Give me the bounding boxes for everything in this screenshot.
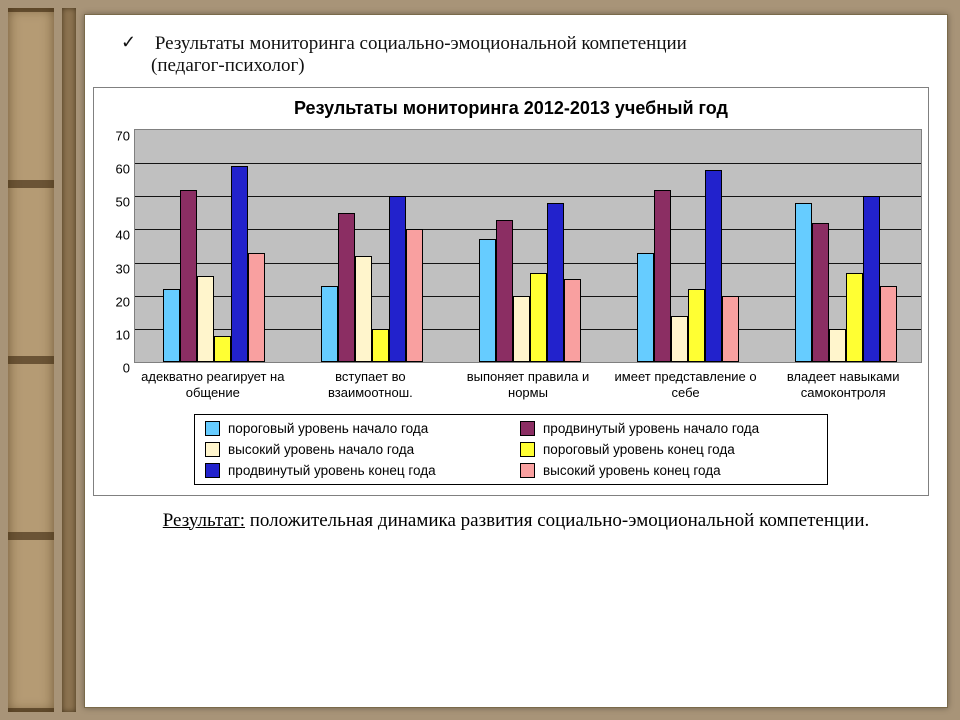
legend-item: продвинутый уровень начало года	[520, 421, 817, 436]
chart-title: Результаты мониторинга 2012-2013 учебный…	[100, 98, 922, 119]
bar	[880, 286, 897, 362]
bar	[688, 289, 705, 362]
bar	[654, 190, 671, 362]
bar	[496, 220, 513, 363]
bar	[547, 203, 564, 362]
bar-group	[451, 130, 609, 362]
y-tick-label: 0	[100, 361, 130, 376]
bar	[406, 229, 423, 362]
y-tick-label: 50	[100, 195, 130, 210]
result-label: Результат:	[163, 510, 245, 531]
x-axis-label: владеет навыками самоконтроля	[764, 363, 922, 402]
bar	[479, 239, 496, 362]
legend-label: пороговый уровень конец года	[543, 442, 735, 457]
y-tick-label: 60	[100, 162, 130, 177]
heading-line-1: Результаты мониторинга социально-эмоцион…	[155, 33, 687, 54]
bar	[812, 223, 829, 362]
y-tick-label: 30	[100, 261, 130, 276]
x-axis-label: адекватно реагирует на общение	[134, 363, 292, 402]
bar	[214, 336, 231, 363]
legend-label: продвинутый уровень конец года	[228, 463, 436, 478]
bar	[530, 273, 547, 362]
bar	[248, 253, 265, 362]
bar	[513, 296, 530, 362]
decorative-border-left	[8, 8, 54, 712]
y-tick-label: 20	[100, 294, 130, 309]
legend-label: высокий уровень начало года	[228, 442, 414, 457]
legend-swatch	[205, 463, 220, 478]
bar	[372, 329, 389, 362]
x-axis-label: вступает во взаимоотнош.	[292, 363, 450, 402]
legend-swatch	[205, 421, 220, 436]
bar	[829, 329, 846, 362]
legend-item: высокий уровень конец года	[520, 463, 817, 478]
bar-group	[767, 130, 925, 362]
y-tick-label: 40	[100, 228, 130, 243]
legend: пороговый уровень начало года продвинутый…	[194, 414, 828, 485]
bar-group	[135, 130, 293, 362]
legend-swatch	[520, 421, 535, 436]
heading-line-2: (педагог-психолог)	[151, 55, 305, 76]
decorative-border-right	[62, 8, 76, 712]
legend-label: продвинутый уровень начало года	[543, 421, 759, 436]
bar	[338, 213, 355, 362]
bar	[163, 289, 180, 362]
result-line: Результат: положительная динамика развит…	[121, 510, 911, 532]
chart-frame: Результаты мониторинга 2012-2013 учебный…	[93, 87, 929, 496]
bar	[795, 203, 812, 362]
bar	[705, 170, 722, 362]
bar-group	[609, 130, 767, 362]
bar	[846, 273, 863, 362]
result-text: положительная динамика развития социальн…	[250, 510, 870, 531]
bar	[180, 190, 197, 362]
x-axis-labels: адекватно реагирует на общениевступает в…	[134, 363, 922, 402]
bar	[722, 296, 739, 362]
legend-swatch	[205, 442, 220, 457]
chart-plot-area: 010203040506070	[100, 129, 922, 363]
y-axis: 010203040506070	[100, 129, 134, 361]
bar	[564, 279, 581, 362]
legend-label: высокий уровень конец года	[543, 463, 721, 478]
y-tick-label: 10	[100, 327, 130, 342]
legend-item: пороговый уровень начало года	[205, 421, 502, 436]
legend-item: продвинутый уровень конец года	[205, 463, 502, 478]
bar	[671, 316, 688, 362]
bar	[863, 196, 880, 362]
plot-region	[134, 129, 922, 363]
legend-item: высокий уровень начало года	[205, 442, 502, 457]
bar-group	[293, 130, 451, 362]
slide-page: ✓ Результаты мониторинга социально-эмоци…	[84, 14, 948, 708]
bar	[355, 256, 372, 362]
bar	[321, 286, 338, 362]
x-axis-label: выпоняет правила и нормы	[449, 363, 607, 402]
bar	[197, 276, 214, 362]
bar	[231, 166, 248, 362]
legend-item: пороговый уровень конец года	[520, 442, 817, 457]
legend-label: пороговый уровень начало года	[228, 421, 428, 436]
x-axis-label: имеет представление о себе	[607, 363, 765, 402]
check-icon: ✓	[121, 32, 136, 52]
plot-inner	[135, 130, 921, 362]
bar	[389, 196, 406, 362]
y-tick-label: 70	[100, 129, 130, 144]
bar	[637, 253, 654, 362]
legend-swatch	[520, 463, 535, 478]
slide-heading: ✓ Результаты мониторинга социально-эмоци…	[121, 33, 911, 77]
legend-swatch	[520, 442, 535, 457]
